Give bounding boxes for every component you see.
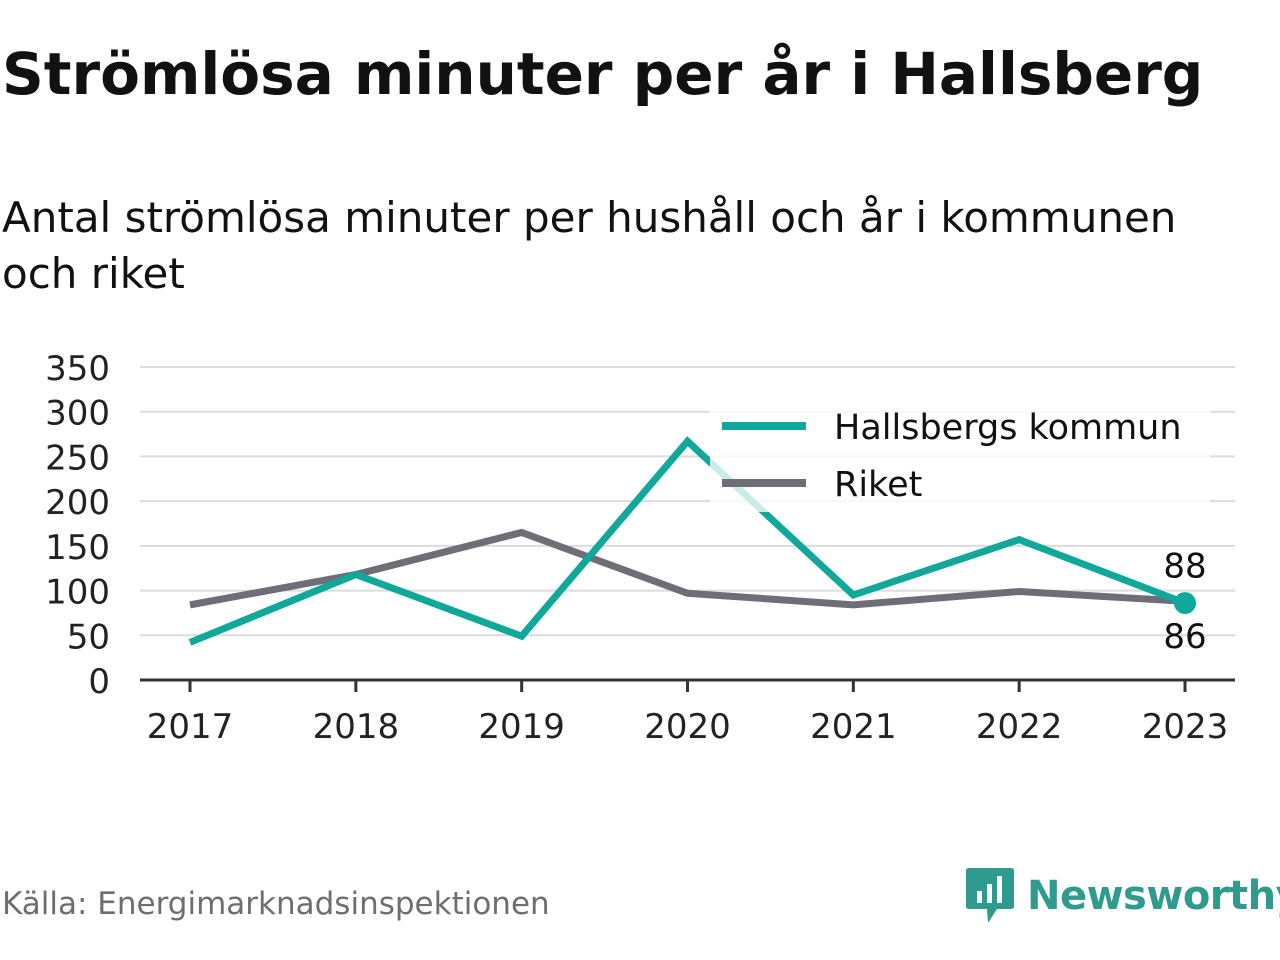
y-tick-label: 200 <box>45 483 110 523</box>
legend-label: Hallsbergs kommun <box>834 408 1182 448</box>
x-tick-label: 2019 <box>478 707 565 747</box>
y-tick-label: 250 <box>45 438 110 478</box>
y-tick-label: 350 <box>45 349 110 389</box>
end-point-marker <box>1174 592 1196 615</box>
y-tick-label: 50 <box>67 617 110 657</box>
y-tick-label: 150 <box>45 528 110 568</box>
legend-label: Riket <box>834 465 922 505</box>
chart-series <box>188 436 1196 646</box>
y-tick-label: 300 <box>45 394 110 434</box>
end-label-riket: 88 <box>1163 546 1206 586</box>
legend-background <box>710 400 1210 512</box>
x-tick-label: 2021 <box>810 707 897 747</box>
chart-title: Strömlösa minuter per år i Hallsberg <box>2 40 1204 108</box>
brand-logo[interactable]: Newsworthy <box>965 866 1280 926</box>
x-axis-tick-labels: 2017 2018 2019 2020 2021 2022 2023 <box>147 707 1229 747</box>
newsworthy-logo-icon <box>966 868 1014 923</box>
x-tick-label: 2023 <box>1142 707 1229 747</box>
chart-subtitle: Antal strömlösa minuter per hushåll och … <box>2 193 1177 298</box>
end-label-hallsbergs-kommun: 86 <box>1163 617 1206 657</box>
x-tick-label: 2022 <box>976 707 1063 747</box>
y-tick-label: 0 <box>88 662 110 702</box>
x-tick-label: 2017 <box>147 707 234 747</box>
y-tick-label: 100 <box>45 573 110 613</box>
chart-legend: Hallsbergs kommun Riket <box>710 400 1210 512</box>
x-tick-label: 2020 <box>644 707 731 747</box>
x-axis <box>140 678 1235 692</box>
end-value-labels: 88 86 <box>1163 546 1206 657</box>
source-note: Källa: Energimarknadsinspektionen <box>2 886 550 922</box>
x-tick-label: 2018 <box>313 707 400 747</box>
brand-name: Newsworthy <box>1027 873 1280 919</box>
